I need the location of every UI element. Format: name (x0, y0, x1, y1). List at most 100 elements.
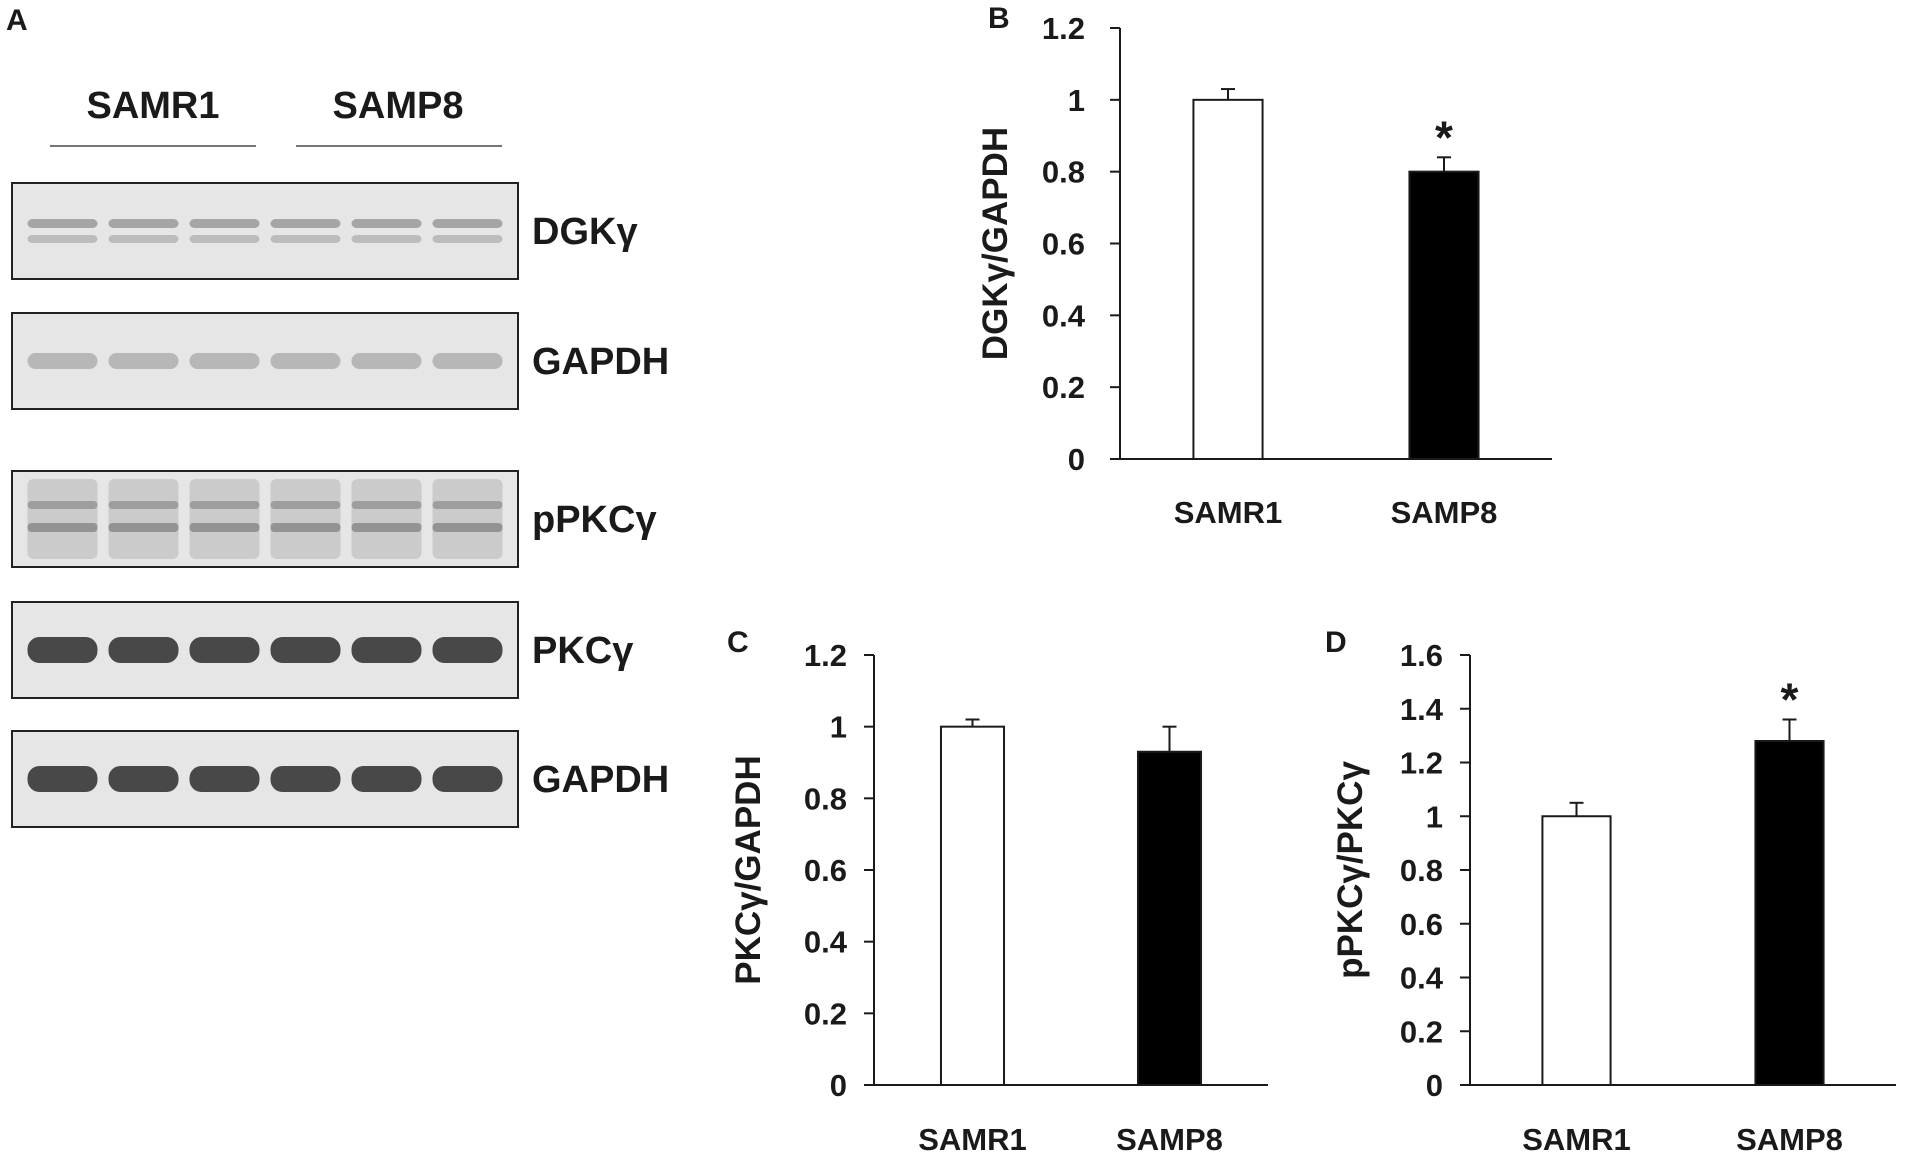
y-tick-label: 0.2 (1400, 1014, 1443, 1049)
y-tick-label: 1.2 (804, 638, 847, 673)
blot-band (189, 235, 260, 243)
blot-smear (351, 479, 422, 559)
blot-membrane (11, 182, 519, 280)
x-tick-label-samr1: SAMR1 (1174, 495, 1283, 530)
blot-row-gapdh-5: GAPDH (11, 730, 669, 828)
y-tick-label: 0 (830, 1068, 847, 1103)
blot-row-label: GAPDH (532, 759, 669, 801)
blot-band (270, 219, 341, 228)
blot-band (432, 353, 503, 369)
bar-samr1 (1541, 815, 1612, 1086)
blot-band (108, 353, 179, 369)
chart-d: 0 0.2 0.4 0.6 0.8 1 1.2 1.4 1.6 pPKCγ/PKCγ SAMR1 * S… (1331, 638, 1896, 1157)
significance-marker: * (1781, 674, 1799, 726)
y-tick-label: 1.2 (1042, 11, 1085, 46)
blot-band (189, 501, 260, 509)
blot-band (189, 523, 260, 532)
blot-row-label: pPKCγ (532, 499, 657, 541)
panel-letter-d: D (1325, 626, 1347, 659)
blot-band (189, 219, 260, 228)
significance-marker: * (1435, 111, 1453, 163)
y-tick-label: 1 (1068, 83, 1085, 118)
bar-samp8 (1408, 170, 1480, 461)
y-tick-label: 1 (1426, 799, 1443, 834)
western-blot-panel: SAMR1 SAMP8 DGKγ GAPDH pPKCγ PKCγ GAPDH (11, 85, 669, 828)
blot-band (432, 501, 503, 509)
bar-samr1 (939, 725, 1006, 1087)
blot-row-label: PKCγ (532, 630, 633, 672)
blot-band (27, 353, 98, 369)
blot-band (108, 219, 179, 228)
y-tick-label: 0.6 (804, 853, 847, 888)
blot-band (351, 637, 422, 663)
blot-band (432, 235, 503, 243)
blot-band (108, 235, 179, 243)
chart-c: 0 0.2 0.4 0.6 0.8 1 1.2 PKCγ/GAPDH SAMR1 SAMP8 (729, 638, 1268, 1157)
blot-band (27, 235, 98, 243)
blot-band (27, 637, 98, 663)
y-tick-label: 0 (1426, 1068, 1443, 1103)
blot-smear (27, 479, 98, 559)
blot-band (351, 523, 422, 532)
blot-band (351, 766, 422, 792)
blot-band (270, 353, 341, 369)
blot-band (27, 523, 98, 532)
blot-row-ppkc-3: pPKCγ (11, 470, 657, 568)
blot-band (189, 353, 260, 369)
blot-rows: DGKγ GAPDH pPKCγ PKCγ GAPDH (11, 182, 669, 828)
blot-smear (108, 479, 179, 559)
blot-band (432, 523, 503, 532)
panel-letter-c: C (727, 626, 749, 659)
y-tick-label: 0.4 (1042, 298, 1086, 333)
blot-membrane (11, 312, 519, 410)
y-tick-label: 0.8 (1042, 155, 1085, 190)
blot-band (351, 219, 422, 228)
y-tick-label: 1.4 (1400, 692, 1444, 727)
y-tick-label: 1.6 (1400, 638, 1443, 673)
y-tick-label: 0.8 (804, 781, 847, 816)
blot-band (270, 766, 341, 792)
y-tick-label: 0.6 (1042, 227, 1085, 262)
x-tick-label-samr1: SAMR1 (1522, 1122, 1631, 1157)
blot-band (108, 766, 179, 792)
y-tick-label: 1.2 (1400, 746, 1443, 781)
x-tick-label-samp8: SAMP8 (1736, 1122, 1843, 1157)
bar-samr1 (1192, 98, 1264, 460)
chart-b: 0 0.2 0.4 0.6 0.8 1 1.2 DGKγ/GAPDH SAMR1 * SAMP8 (976, 11, 1552, 530)
blot-row-gapdh-2: GAPDH (11, 312, 669, 410)
bar-samp8 (1754, 740, 1825, 1086)
blot-band (108, 501, 179, 509)
bar-samp8 (1136, 750, 1203, 1086)
y-tick-label: 1 (830, 710, 847, 745)
blot-smear (189, 479, 260, 559)
blot-band (351, 501, 422, 509)
y-tick-label: 0.2 (804, 996, 847, 1031)
y-axis-title: DGKγ/GAPDH (976, 127, 1015, 360)
y-tick-label: 0.4 (1400, 961, 1444, 996)
blot-band (108, 637, 179, 663)
blot-band (189, 637, 260, 663)
blot-band (270, 637, 341, 663)
y-tick-label: 0.6 (1400, 907, 1443, 942)
blot-band (270, 501, 341, 509)
blot-band (351, 235, 422, 243)
blot-band (189, 766, 260, 792)
x-tick-label-samp8: SAMP8 (1116, 1122, 1223, 1157)
blot-band (27, 766, 98, 792)
blot-smear (270, 479, 341, 559)
blot-band (27, 219, 98, 228)
panel-letter-a: A (6, 4, 28, 37)
blot-band (27, 501, 98, 509)
blot-membrane (11, 470, 519, 568)
blot-band (432, 637, 503, 663)
y-axis-title: PKCγ/GAPDH (729, 755, 768, 984)
blot-row-label: GAPDH (532, 341, 669, 383)
blot-group-label-samp8: SAMP8 (333, 85, 464, 127)
x-tick-label-samr1: SAMR1 (918, 1122, 1027, 1157)
blot-row-pkc-4: PKCγ (11, 601, 633, 699)
blot-band (270, 523, 341, 532)
y-tick-label: 0.8 (1400, 853, 1443, 888)
y-tick-label: 0.4 (804, 925, 848, 960)
blot-band (432, 766, 503, 792)
